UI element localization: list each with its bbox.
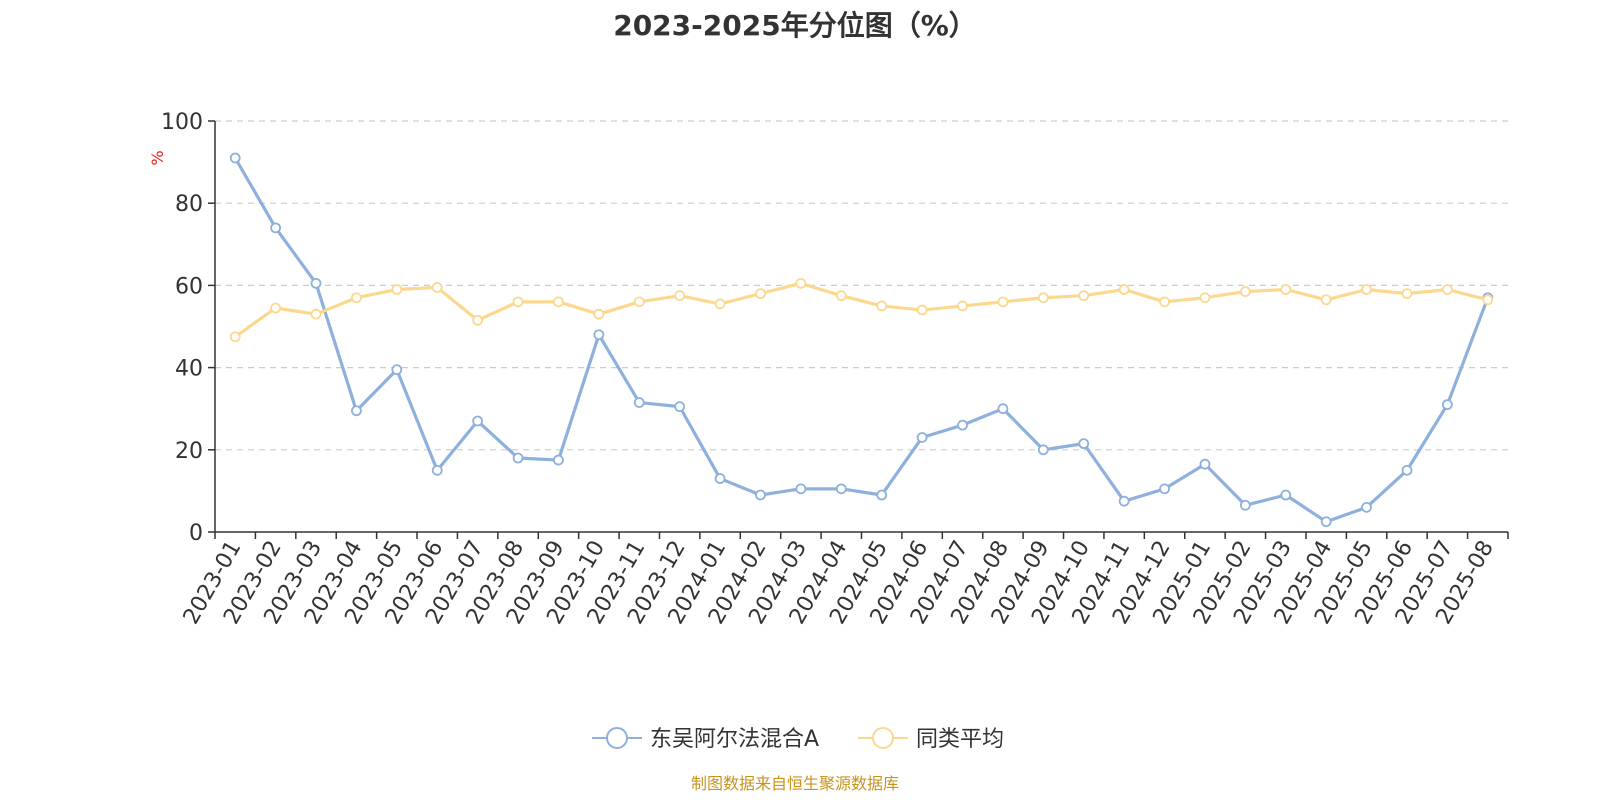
data-point (391, 284, 403, 295)
chart-title: 2023-2025年分位图（%） (613, 9, 977, 42)
data-point (1320, 516, 1332, 528)
data-point (633, 296, 645, 308)
data-point (755, 489, 766, 501)
data-point (1361, 501, 1372, 513)
legend: 东吴阿尔法混合A 同类平均 (592, 727, 1004, 752)
data-point (1159, 483, 1170, 495)
y-tick-label: 40 (175, 357, 203, 382)
data-point (1078, 290, 1090, 302)
data-point (1199, 458, 1211, 470)
data-point (997, 403, 1009, 415)
data-point (1239, 499, 1251, 511)
series-2 (229, 277, 1494, 343)
data-point (512, 452, 524, 464)
data-point (270, 222, 282, 234)
data-point (229, 152, 241, 164)
data-point (1482, 294, 1494, 306)
data-point (633, 397, 645, 408)
data-point (512, 296, 524, 308)
data-point (1441, 399, 1453, 410)
data-point (1078, 438, 1090, 450)
y-tick-label: 0 (189, 521, 203, 546)
data-point (957, 300, 968, 312)
data-point (1159, 296, 1170, 308)
y-tick-label: 80 (175, 192, 203, 217)
data-point (1361, 284, 1372, 295)
data-point (553, 454, 564, 466)
data-point (431, 464, 443, 476)
data-point (1118, 495, 1130, 507)
data-point (674, 290, 686, 302)
data-point (229, 331, 241, 343)
series-line (233, 157, 1490, 524)
legend-marker (872, 727, 894, 749)
data-point (1239, 286, 1251, 297)
data-point (431, 282, 443, 293)
data-point (835, 483, 847, 495)
y-tick-label: 20 (175, 439, 203, 464)
legend-label: 同类平均 (916, 727, 1004, 752)
data-point (1280, 489, 1292, 501)
data-point (714, 298, 726, 310)
data-point (876, 489, 888, 501)
y-axis-label: % (148, 150, 167, 165)
data-point (310, 308, 322, 320)
data-point (553, 296, 564, 308)
data-point (1401, 464, 1413, 476)
data-point (593, 329, 605, 341)
y-tick-label: 100 (161, 110, 203, 135)
data-point (1118, 284, 1130, 295)
data-point (1037, 444, 1049, 456)
axes: 020406080100%2023-012023-022023-032023-0… (148, 110, 1509, 629)
data-point (957, 419, 968, 431)
data-source-note: 制图数据来自恒生聚源数据库 (690, 774, 899, 793)
data-point (351, 292, 362, 304)
data-point (674, 401, 686, 413)
legend-label: 东吴阿尔法混合A (650, 727, 819, 752)
data-point (1320, 294, 1332, 306)
data-point (310, 277, 322, 289)
y-tick-label: 60 (175, 274, 203, 299)
data-point (1280, 284, 1292, 295)
data-point (351, 405, 362, 417)
series-line (234, 281, 1489, 339)
series-1 (229, 152, 1494, 528)
data-point (916, 432, 928, 443)
data-point (835, 290, 847, 302)
data-point (997, 296, 1009, 308)
legend-item-2: 同类平均 (858, 727, 1004, 752)
data-point (391, 364, 403, 376)
legend-marker (606, 727, 628, 749)
data-point (472, 314, 484, 326)
data-point (1199, 292, 1211, 304)
data-point (795, 483, 807, 495)
legend-item-1: 东吴阿尔法混合A (592, 727, 819, 752)
series (229, 152, 1494, 528)
data-point (1401, 288, 1413, 300)
data-point (1037, 292, 1049, 304)
data-point (714, 473, 726, 484)
data-point (270, 302, 282, 314)
data-point (1441, 284, 1453, 295)
data-point (795, 277, 807, 289)
data-point (916, 304, 928, 316)
data-point (472, 415, 484, 427)
data-point (876, 300, 888, 312)
data-point (755, 288, 766, 300)
data-point (593, 308, 605, 320)
